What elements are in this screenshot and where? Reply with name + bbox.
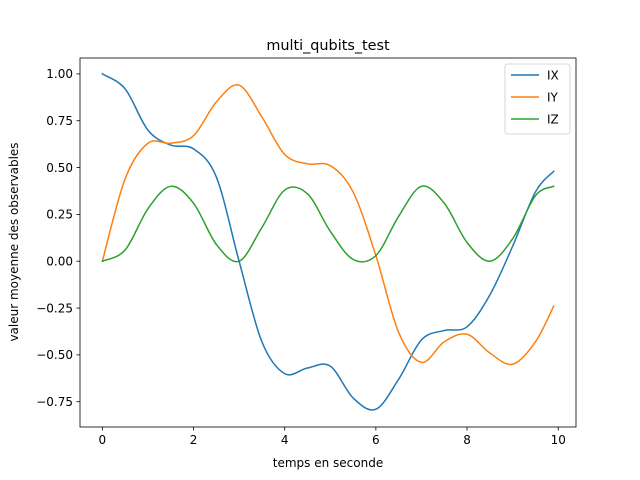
x-tick-label: 0: [99, 433, 107, 447]
y-tick-label: −0.25: [36, 301, 73, 315]
y-tick-label: 0.00: [46, 255, 73, 269]
x-tick-label: 6: [372, 433, 380, 447]
legend-label-ix: IX: [547, 68, 559, 82]
legend: IX IY IZ: [504, 63, 571, 135]
series-line-ix: [101, 72, 555, 411]
ticks-layer: 0 2 4 6 8 10 −0.75 −0.50 −0.25 0.00 0.25 0.50 0.75 1.…: [36, 67, 566, 447]
y-tick-label: 1.00: [46, 67, 73, 81]
series-layer: [101, 72, 555, 411]
legend-label-iz: IZ: [547, 112, 559, 126]
y-tick-label: 0.75: [46, 114, 73, 128]
x-tick-label: 4: [281, 433, 289, 447]
y-tick-label: 0.25: [46, 208, 73, 222]
chart-title: multi_qubits_test: [266, 38, 390, 54]
x-tick-label: 8: [463, 433, 471, 447]
legend-label-iy: IY: [547, 90, 559, 104]
x-tick-label: 2: [190, 433, 198, 447]
y-axis-label: valeur moyenne des observables: [7, 142, 21, 341]
y-tick-label: 0.50: [46, 161, 73, 175]
x-axis-label: temps en seconde: [273, 456, 383, 470]
plot-frame: [79, 57, 577, 428]
series-line-iy: [101, 84, 555, 366]
legend-frame: [504, 63, 571, 135]
series-line-iz: [101, 185, 555, 263]
y-tick-label: −0.75: [36, 395, 73, 409]
y-tick-label: −0.50: [36, 348, 73, 362]
x-tick-label: 10: [551, 433, 566, 447]
